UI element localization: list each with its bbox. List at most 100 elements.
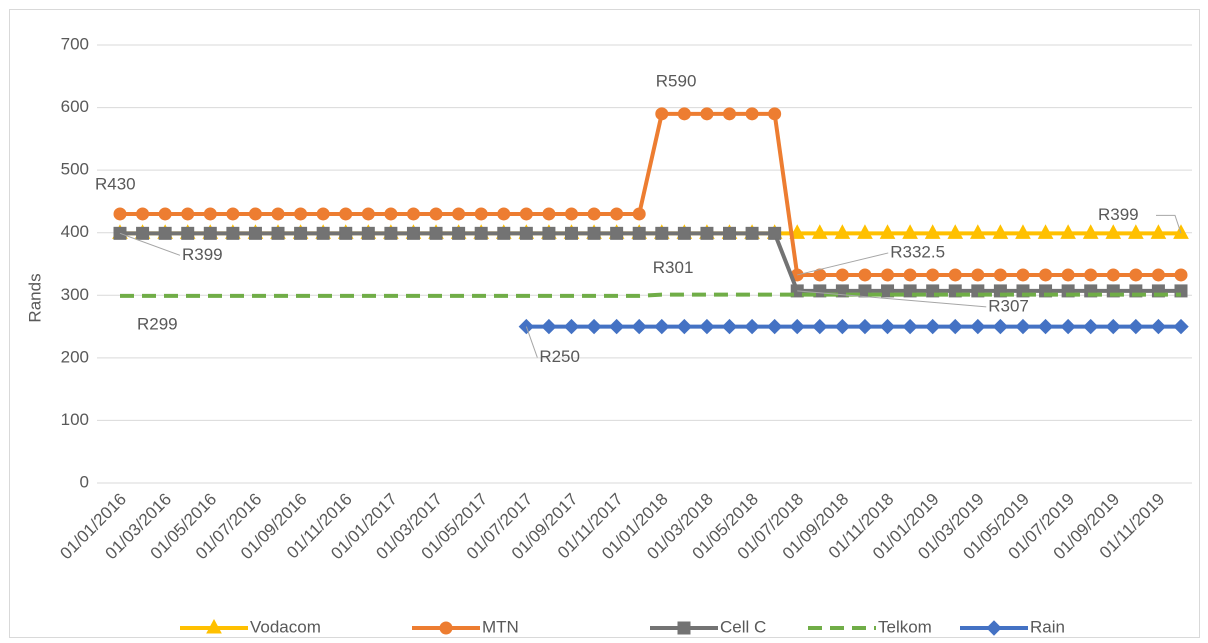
marker: [1105, 318, 1121, 335]
marker: [610, 207, 624, 221]
marker: [834, 318, 851, 335]
legend-label: Rain: [1030, 617, 1065, 636]
leader-line: [797, 252, 889, 276]
marker: [294, 207, 308, 221]
marker: [700, 107, 714, 121]
marker: [768, 107, 782, 121]
marker: [813, 268, 827, 282]
marker: [203, 207, 217, 221]
marker: [271, 226, 285, 240]
marker: [136, 226, 150, 240]
marker: [1150, 318, 1167, 335]
marker: [439, 621, 453, 635]
legend-label: Vodacom: [250, 617, 321, 636]
data-label: R590: [656, 71, 697, 90]
marker: [879, 318, 896, 335]
marker: [654, 318, 670, 335]
marker: [429, 207, 443, 221]
data-label: R332.5: [890, 242, 945, 261]
marker: [903, 268, 917, 282]
marker: [970, 318, 986, 335]
marker: [518, 318, 535, 335]
marker: [497, 226, 511, 240]
marker: [271, 207, 285, 221]
series: [113, 226, 1188, 298]
marker: [384, 207, 398, 221]
marker: [474, 226, 488, 240]
marker: [452, 207, 466, 221]
marker: [835, 268, 849, 282]
marker: [745, 107, 759, 121]
y-tick-label: 200: [61, 347, 89, 366]
marker: [766, 318, 783, 335]
leader-line: [1156, 214, 1182, 234]
marker: [789, 318, 805, 335]
marker: [519, 207, 533, 221]
marker: [926, 268, 940, 282]
marker: [587, 207, 601, 221]
marker: [723, 107, 737, 121]
marker: [971, 268, 985, 282]
marker: [226, 226, 240, 240]
data-label: R430: [95, 174, 136, 193]
legend-label: Cell C: [720, 617, 766, 636]
marker: [361, 207, 375, 221]
marker: [248, 207, 262, 221]
marker: [248, 226, 262, 240]
marker: [136, 207, 150, 221]
marker: [1039, 268, 1053, 282]
marker: [677, 226, 691, 240]
marker: [586, 318, 602, 335]
marker: [542, 226, 556, 240]
y-tick-label: 400: [61, 222, 89, 241]
y-tick-label: 500: [61, 160, 89, 179]
marker: [1151, 268, 1165, 282]
marker: [203, 226, 217, 240]
marker: [1082, 318, 1099, 335]
series: [113, 107, 1188, 282]
marker: [1129, 268, 1143, 282]
leader-line: [119, 232, 181, 256]
marker: [406, 226, 420, 240]
marker: [902, 318, 918, 335]
marker: [474, 207, 488, 221]
marker: [1060, 318, 1076, 335]
marker: [181, 207, 195, 221]
marker: [631, 318, 647, 335]
marker: [1084, 268, 1098, 282]
marker: [497, 207, 511, 221]
marker: [1173, 318, 1189, 335]
series: [120, 292, 1181, 298]
marker: [608, 318, 625, 335]
legend-label: MTN: [482, 617, 519, 636]
marker: [632, 226, 646, 240]
marker: [632, 207, 646, 221]
marker: [339, 226, 353, 240]
marker: [1128, 318, 1144, 335]
marker: [993, 268, 1007, 282]
marker: [1106, 268, 1120, 282]
series-line: [120, 292, 1181, 298]
marker: [947, 224, 964, 239]
marker: [406, 207, 420, 221]
series: [518, 318, 1189, 335]
leader-line: [525, 326, 538, 358]
marker: [969, 224, 986, 239]
marker: [655, 107, 669, 121]
marker: [113, 207, 127, 221]
marker: [226, 207, 240, 221]
marker: [857, 318, 873, 335]
y-tick-label: 0: [80, 472, 89, 491]
marker: [857, 224, 873, 239]
marker: [676, 318, 693, 335]
marker: [1061, 268, 1075, 282]
marker: [564, 226, 578, 240]
marker: [992, 318, 1009, 335]
marker: [835, 284, 849, 298]
marker: [813, 284, 827, 298]
y-tick-label: 600: [61, 97, 89, 116]
marker: [339, 207, 353, 221]
y-tick-label: 100: [61, 410, 89, 429]
